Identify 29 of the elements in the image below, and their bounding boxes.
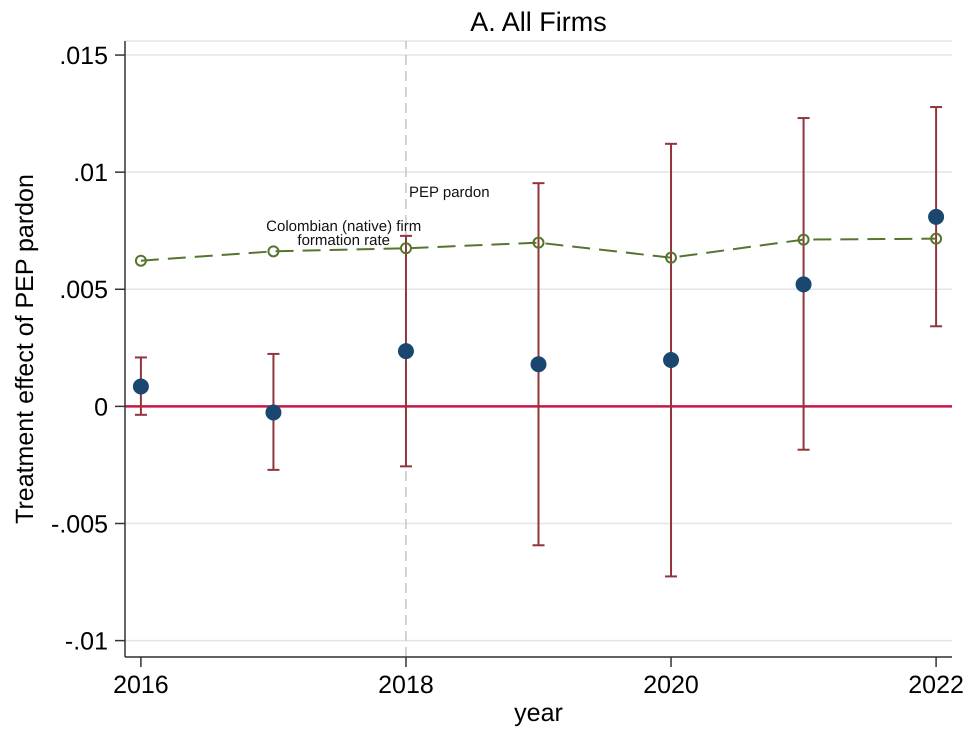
point xyxy=(530,356,546,372)
point xyxy=(798,234,810,246)
x-tick-label: 2022 xyxy=(908,670,964,699)
y-tick-label: .005 xyxy=(59,276,108,304)
point xyxy=(928,208,944,225)
y-tick-label: -.005 xyxy=(51,510,108,538)
point xyxy=(665,252,678,264)
point xyxy=(267,245,280,258)
point xyxy=(400,242,412,254)
point xyxy=(132,378,149,394)
x-tick-label: 2020 xyxy=(643,670,699,699)
y-tick-label: 0 xyxy=(94,393,108,422)
point xyxy=(265,404,282,420)
chart-title: A. All Firms xyxy=(470,7,607,37)
x-tick-label: 2018 xyxy=(378,670,434,699)
y-axis-title: Treatment effect of PEP pardon xyxy=(11,174,39,524)
x-axis-title: year xyxy=(514,699,563,727)
ref-line-label: PEP pardon xyxy=(408,184,490,201)
series-label: Colombian (native) firm formation rate xyxy=(266,218,422,249)
point xyxy=(930,232,942,245)
point xyxy=(663,352,680,368)
point xyxy=(796,276,812,292)
y-tick-label: .015 xyxy=(59,42,108,70)
y-tick-label: -.01 xyxy=(64,627,108,656)
y-tick-label: .01 xyxy=(73,159,108,188)
point xyxy=(398,343,414,360)
x-tick-label: 2016 xyxy=(113,670,169,699)
point xyxy=(532,236,544,249)
point xyxy=(134,254,147,267)
